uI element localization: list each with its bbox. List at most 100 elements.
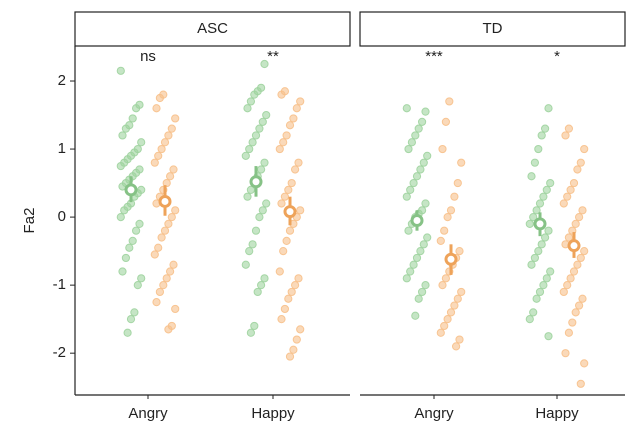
data-point <box>275 144 284 154</box>
data-point <box>277 90 286 99</box>
significance-label: *** <box>425 48 443 65</box>
data-point <box>250 90 259 99</box>
mean-point <box>533 217 547 231</box>
data-point <box>171 206 180 215</box>
data-point <box>150 250 159 259</box>
data-point <box>296 325 305 334</box>
data-point <box>132 104 141 113</box>
data-point <box>418 117 427 126</box>
data-point <box>418 287 427 297</box>
data-point <box>164 131 173 140</box>
mean-point <box>444 252 458 266</box>
data-point <box>455 247 464 256</box>
data-point <box>541 124 550 133</box>
data-point <box>564 124 574 133</box>
data-point <box>152 104 161 113</box>
data-point <box>287 178 296 188</box>
data-point <box>279 247 288 256</box>
data-point <box>255 212 264 222</box>
data-point <box>578 206 587 215</box>
data-point <box>571 308 580 317</box>
data-point <box>561 349 570 358</box>
data-point <box>250 321 259 331</box>
data-point <box>171 114 180 123</box>
data-point <box>450 192 459 201</box>
data-point <box>125 243 134 252</box>
data-point <box>169 260 178 269</box>
data-point <box>248 240 257 249</box>
data-point <box>404 144 413 154</box>
data-point <box>171 304 180 314</box>
data-point <box>453 294 462 303</box>
mean-point <box>410 214 424 227</box>
data-point <box>404 226 413 235</box>
data-point <box>443 315 452 324</box>
data-point <box>262 199 271 208</box>
data-point <box>128 114 137 123</box>
data-point <box>537 240 546 249</box>
data-point <box>421 281 430 290</box>
data-point <box>529 212 538 222</box>
data-point <box>569 267 579 276</box>
data-point <box>160 138 170 147</box>
data-point <box>406 185 415 194</box>
data-point <box>576 379 585 388</box>
data-point <box>280 192 289 201</box>
data-point <box>406 267 415 276</box>
data-point <box>167 124 176 133</box>
data-point <box>130 308 139 317</box>
data-point <box>243 104 252 113</box>
data-point <box>280 304 289 314</box>
data-point <box>534 247 543 256</box>
data-point <box>541 233 550 242</box>
data-point <box>241 260 250 269</box>
data-point <box>532 294 541 303</box>
data-point <box>282 131 291 140</box>
data-point <box>154 243 163 252</box>
data-point <box>260 158 269 167</box>
data-point <box>438 281 447 290</box>
x-tick-label: Happy <box>251 405 295 422</box>
data-point <box>116 161 125 171</box>
data-point <box>441 274 450 283</box>
data-point <box>446 206 456 215</box>
data-point <box>258 117 267 126</box>
data-point <box>260 59 269 69</box>
data-point <box>277 199 286 208</box>
mean-point <box>249 175 263 189</box>
data-point <box>246 185 255 194</box>
data-point <box>241 151 250 160</box>
data-point <box>296 97 305 106</box>
data-point <box>546 178 555 188</box>
data-point <box>412 253 422 263</box>
data-point <box>152 298 161 307</box>
data-point <box>285 121 295 130</box>
data-point <box>137 138 146 147</box>
data-point <box>135 219 144 229</box>
data-point <box>436 236 445 246</box>
data-point <box>132 226 141 235</box>
data-point <box>419 240 428 249</box>
data-point <box>169 165 178 174</box>
data-point <box>539 192 548 201</box>
data-point <box>291 281 300 290</box>
data-point <box>525 315 534 324</box>
data-point <box>573 165 582 174</box>
data-point <box>457 158 466 167</box>
data-point <box>157 233 166 242</box>
data-point <box>421 199 430 208</box>
data-point <box>561 131 570 140</box>
data-point <box>160 226 170 235</box>
data-point <box>559 287 568 297</box>
data-point <box>164 219 173 229</box>
data-point <box>287 287 296 297</box>
data-point <box>285 226 295 235</box>
data-point <box>162 178 171 188</box>
y-tick-label: 0 <box>58 208 66 225</box>
data-point <box>416 165 425 174</box>
data-point <box>289 114 298 123</box>
data-point <box>294 274 303 283</box>
data-point <box>262 110 271 120</box>
data-point <box>166 267 175 276</box>
data-point <box>245 247 254 256</box>
